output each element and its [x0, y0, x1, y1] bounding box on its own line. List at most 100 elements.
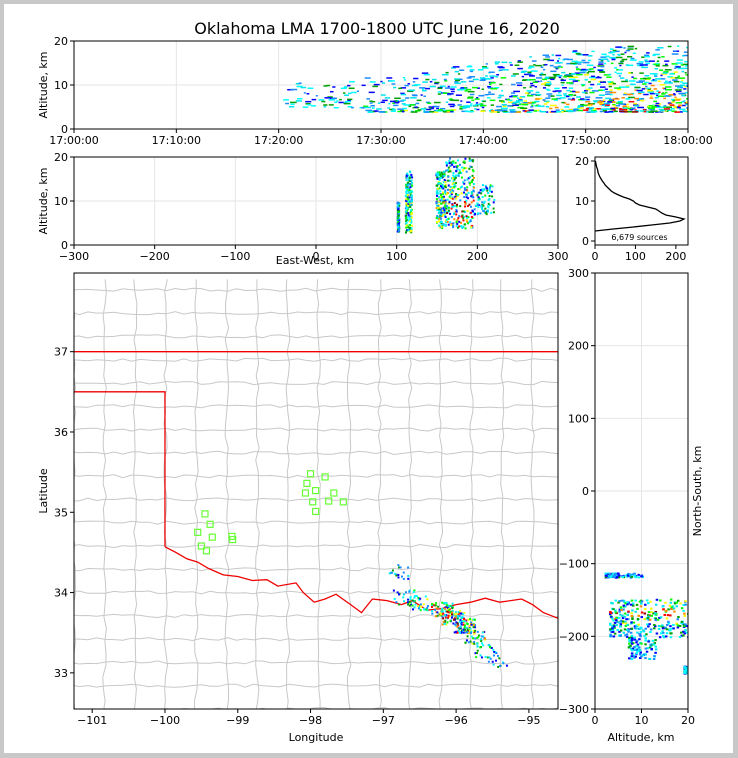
vhf-source-mark: [656, 90, 659, 92]
vhf-source-mark: [424, 595, 427, 598]
vhf-source-mark: [451, 613, 454, 616]
county-boundary: [74, 543, 558, 549]
vhf-source-mark: [621, 620, 625, 623]
vhf-source-mark: [451, 602, 454, 605]
vhf-source-mark: [378, 111, 386, 113]
vhf-source-mark: [661, 73, 668, 75]
vhf-source-mark: [510, 94, 518, 97]
vhf-source-mark: [466, 101, 471, 103]
vhf-source-mark: [447, 609, 450, 612]
vhf-source-mark: [465, 215, 468, 218]
vhf-source-mark: [447, 166, 450, 169]
vhf-source-mark: [588, 70, 595, 73]
vhf-source-mark: [441, 214, 444, 217]
vhf-source-mark: [507, 105, 512, 107]
vhf-source-mark: [486, 187, 489, 190]
vhf-source-mark: [555, 109, 560, 111]
vhf-source-mark: [492, 648, 495, 651]
vhf-source-mark: [490, 211, 493, 214]
vhf-source-mark: [545, 106, 550, 108]
vhf-source-mark: [408, 199, 411, 202]
vhf-source-mark: [405, 215, 408, 218]
vhf-source-mark: [674, 96, 677, 99]
vhf-source-mark: [532, 81, 538, 83]
vhf-source-mark: [457, 611, 460, 614]
vhf-source-mark: [639, 64, 643, 66]
vhf-source-mark: [642, 630, 646, 633]
vhf-source-mark: [565, 94, 573, 97]
vhf-source-mark: [451, 607, 454, 610]
county-boundary: [561, 279, 564, 713]
vhf-source-mark: [675, 101, 682, 104]
vhf-source-mark: [619, 86, 624, 88]
vhf-source-mark: [450, 610, 453, 613]
vhf-source-mark: [435, 194, 438, 197]
vhf-source-mark: [462, 169, 465, 172]
vhf-source-mark: [522, 79, 526, 81]
vhf-source-mark: [438, 220, 441, 223]
vhf-source-mark: [549, 107, 553, 110]
vhf-source-mark: [613, 50, 620, 53]
vhf-source-mark: [659, 84, 666, 86]
vhf-source-mark: [677, 67, 684, 70]
vhf-source-mark: [608, 52, 614, 54]
vhf-source-mark: [452, 622, 455, 625]
vhf-source-mark: [566, 58, 573, 61]
vhf-source-mark: [480, 192, 483, 195]
vhf-source-mark: [408, 600, 411, 603]
vhf-source-mark: [633, 638, 637, 641]
vhf-source-mark: [512, 73, 519, 75]
vhf-source-mark: [555, 90, 562, 92]
vhf-source-mark: [611, 572, 615, 575]
vhf-source-mark: [550, 104, 557, 107]
vhf-source-mark: [445, 207, 448, 210]
lma-station-marker: [321, 473, 329, 481]
vhf-source-mark: [444, 80, 448, 82]
vhf-source-mark: [465, 170, 468, 173]
vhf-source-mark: [343, 92, 346, 94]
vhf-source-mark: [398, 603, 401, 606]
vhf-source-mark: [681, 623, 685, 626]
vhf-source-mark: [454, 195, 457, 198]
vhf-source-mark: [446, 621, 449, 624]
vhf-source-mark: [649, 631, 652, 634]
vhf-source-mark: [558, 62, 563, 64]
vhf-source-mark: [609, 93, 613, 96]
vhf-source-mark: [653, 655, 656, 658]
vhf-source-mark: [445, 623, 448, 626]
vhf-source-mark: [460, 623, 463, 626]
vhf-source-mark: [673, 80, 680, 83]
vhf-source-mark: [620, 53, 625, 55]
vhf-source-mark: [631, 617, 634, 620]
vhf-source-mark: [472, 623, 475, 626]
vhf-source-mark: [531, 104, 534, 107]
vhf-source-mark: [659, 616, 663, 619]
vhf-source-mark: [608, 613, 612, 616]
vhf-source-mark: [307, 87, 314, 89]
vhf-source-mark: [404, 591, 407, 594]
vhf-source-mark: [454, 78, 460, 80]
vhf-source-mark: [558, 91, 561, 94]
x-axis-label: Altitude, km: [607, 731, 674, 744]
vhf-source-mark: [460, 616, 463, 619]
vhf-source-mark: [431, 78, 437, 81]
vhf-source-mark: [627, 107, 632, 110]
vhf-source-mark: [674, 67, 677, 69]
vhf-source-mark: [630, 634, 634, 637]
vhf-source-mark: [421, 88, 424, 90]
vhf-source-mark: [450, 616, 453, 619]
vhf-source-mark: [613, 110, 618, 113]
vhf-source-mark: [459, 199, 462, 202]
vhf-source-mark: [398, 566, 401, 569]
vhf-source-mark: [462, 226, 465, 229]
vhf-source-mark: [622, 608, 625, 611]
vhf-source-mark: [571, 73, 577, 75]
vhf-source-mark: [633, 625, 637, 628]
vhf-source-mark: [600, 108, 606, 111]
y-tick-label: 20: [54, 35, 68, 48]
vhf-source-mark: [648, 82, 652, 85]
vhf-source-mark: [617, 601, 620, 604]
vhf-source-mark: [453, 165, 456, 168]
vhf-source-mark: [460, 629, 463, 632]
vhf-source-mark: [601, 53, 607, 56]
